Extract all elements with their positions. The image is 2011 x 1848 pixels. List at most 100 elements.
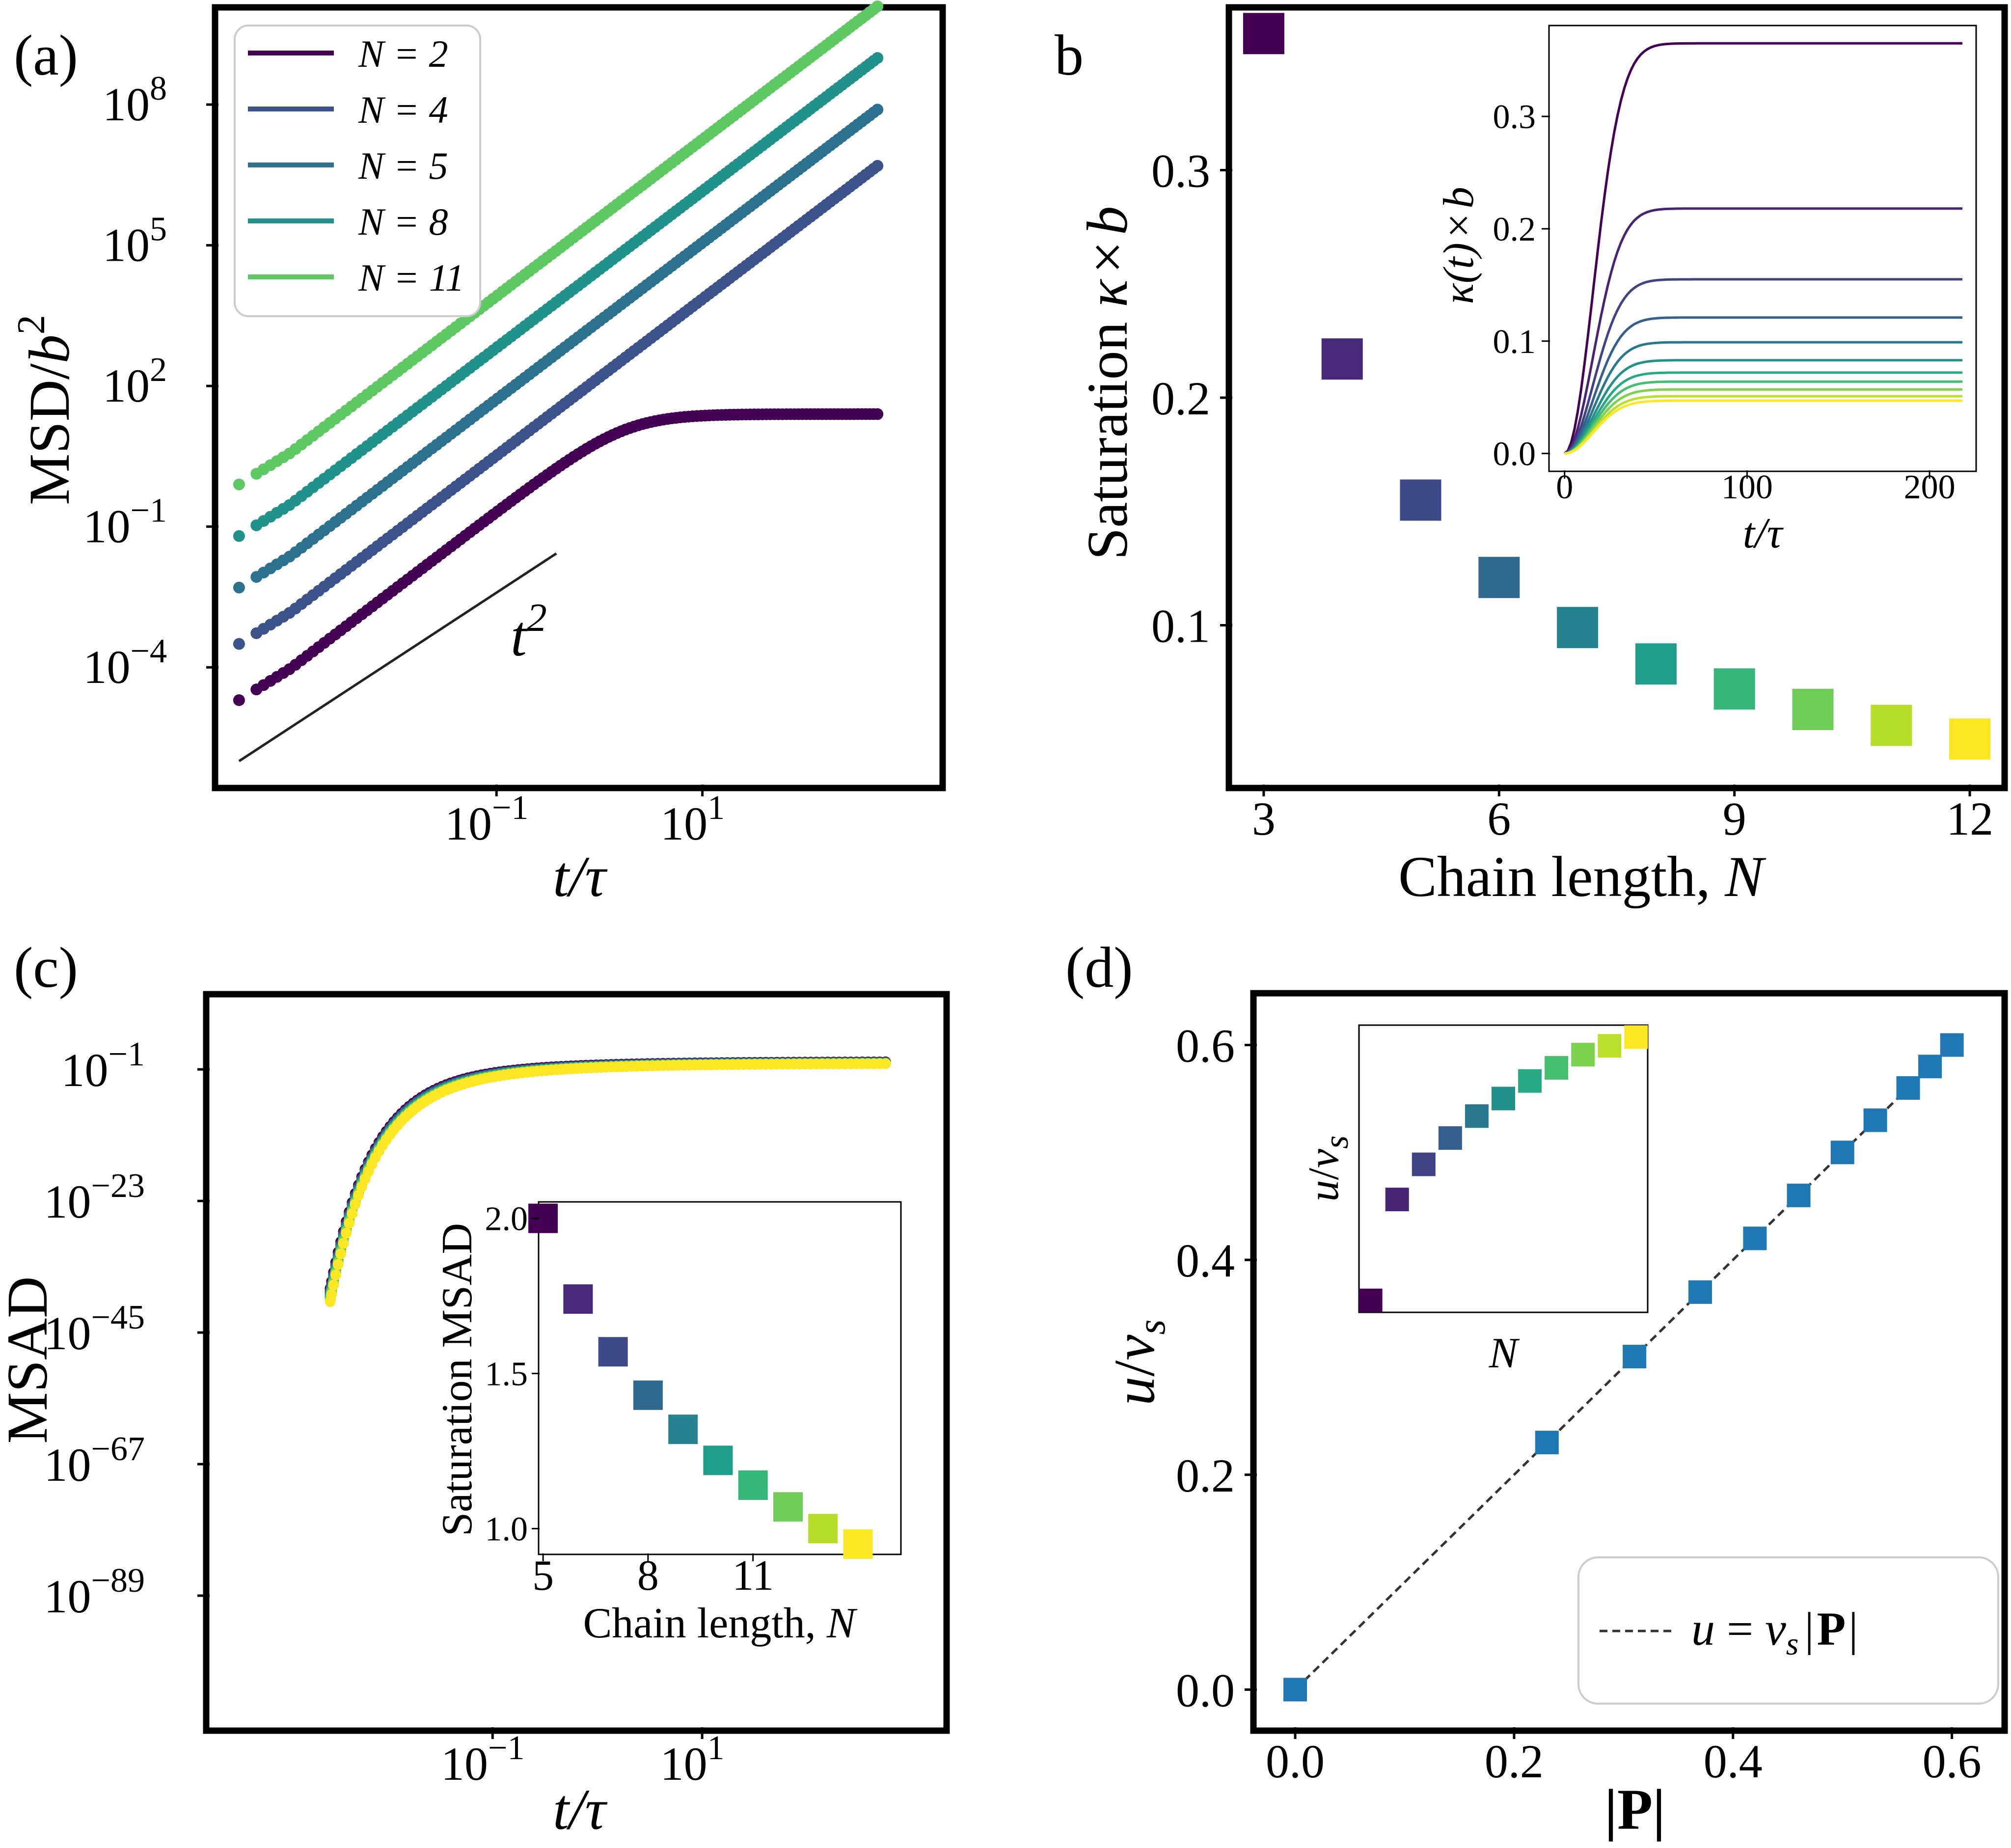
- panel-d-inset-point: [1518, 1069, 1542, 1093]
- panel-c-ytick-label: 10−67: [44, 1430, 145, 1491]
- panel-c-point: [353, 1190, 364, 1201]
- panel-d-legend-box: [1577, 1556, 1999, 1705]
- panel-d-point: [1743, 1226, 1767, 1250]
- panel-c-ylabel: MSAD: [0, 1277, 59, 1444]
- panel-b-inset-curve: [1564, 316, 1962, 455]
- panel-c-inset-point: [563, 1284, 593, 1314]
- panel-c-inset-point: [808, 1514, 838, 1544]
- panel-b-ticks: 3 6 9 12 0.1 0.2 0.3: [1151, 144, 1993, 845]
- panel-b-ytick-label: 0.3: [1151, 144, 1210, 197]
- panel-b-xlabel: Chain length, N: [1398, 844, 1766, 909]
- panel-b-inset-curve: [1564, 380, 1962, 455]
- panel-c-inset-xtick-label: 8: [637, 1552, 659, 1600]
- panel-a-point-N5: [871, 104, 884, 116]
- panel-c-point: [350, 1198, 361, 1210]
- panel-b-point: [1871, 705, 1912, 746]
- panel-b-inset-ytick-label: 0.1: [1493, 323, 1536, 361]
- panel-b-inset-ticks: 0 100 200 0.0 0.1 0.2 0.3: [1493, 98, 1956, 506]
- panel-b-ytick-label: 0.1: [1151, 600, 1210, 652]
- panel-c-inset-xtick-label: 11: [732, 1552, 774, 1600]
- panel-c-inset-point: [773, 1492, 803, 1522]
- panel-d-ytick-label: 0.0: [1176, 1664, 1235, 1716]
- panel-d-ylabel: u/vs: [1102, 1319, 1173, 1405]
- panel-c-point: [335, 1248, 346, 1259]
- panel-a-series-11: [233, 0, 884, 490]
- panel-d-legend-label: u = vs |P|: [1691, 1603, 1858, 1662]
- panel-a-series-2: [233, 408, 884, 707]
- panel-c-ytick-label: 10−45: [44, 1299, 145, 1359]
- panel-d-xtick-label: 0.4: [1704, 1735, 1763, 1788]
- panel-d-point: [1896, 1076, 1920, 1100]
- panel-c-ytick-label: 10−89: [44, 1562, 145, 1623]
- panel-c-point: [332, 1259, 344, 1270]
- panel-d: (d) 0.0 0.2 0.4 0.60.00.20.40.6 |P| u/vs N …: [1065, 935, 2008, 1842]
- panel-c-point: [330, 1269, 341, 1280]
- panel-d-inset-point: [1598, 1034, 1622, 1058]
- panel-b-point: [1400, 479, 1441, 521]
- panel-a-legend-label-N2: N = 2: [358, 32, 448, 75]
- panel-c-inset-point: [668, 1414, 698, 1444]
- panel-a-series-8: [233, 52, 884, 542]
- panel-d-inset-point: [1465, 1104, 1489, 1128]
- panel-b-xtick-label: 12: [1946, 792, 1993, 845]
- panel-b-inset-curve: [1564, 278, 1962, 455]
- panel-a-legend-label-N8: N = 8: [358, 200, 448, 243]
- panel-d-inset-marks: [1359, 1025, 1648, 1312]
- panel-d-inset-ylabel: u/vs: [1300, 1136, 1356, 1202]
- panel-a-series-5: [233, 104, 884, 594]
- panel-c-inset-frame: [538, 1201, 902, 1555]
- panel-a-reference-line: [238, 552, 557, 762]
- panel-b-inset-xtick-label: 100: [1721, 468, 1773, 506]
- panel-b-point: [1321, 338, 1363, 380]
- panel-c-point: [338, 1238, 349, 1249]
- panel-c-letter: (c): [14, 935, 78, 1000]
- panel-b-ytick-label: 0.2: [1151, 372, 1210, 425]
- panel-b-inset-marks: [1564, 42, 1962, 455]
- panel-c-ytick-label: 10−1: [61, 1035, 145, 1096]
- panel-d-letter: (d): [1065, 935, 1133, 1000]
- panel-d-inset-point: [1545, 1056, 1569, 1080]
- panel-b-xtick-label: 9: [1723, 792, 1746, 845]
- panel-d-marks: [1283, 1033, 1964, 1702]
- panel-a-letter: (a): [14, 23, 78, 87]
- panel-a-legend: N = 2 N = 4 N = 5 N = 8 N = 11: [234, 25, 481, 317]
- panel-d-inset-point: [1359, 1288, 1383, 1312]
- panel-a-ytick-label: 102: [103, 351, 167, 412]
- panel-a-legend-box: [234, 25, 481, 317]
- panel-b-inset-xlabel: t/τ: [1743, 510, 1784, 557]
- panel-b-inset-curve: [1564, 399, 1962, 455]
- panel-d-inset-point: [1385, 1188, 1409, 1212]
- panel-c-series: [325, 1058, 891, 1307]
- panel-a-marks: [233, 0, 884, 762]
- panel-a-xlabel: t/τ: [553, 844, 608, 909]
- panel-b-inset-curve: [1564, 341, 1962, 455]
- panel-d-ytick-label: 0.4: [1176, 1234, 1235, 1287]
- panel-a-point-N5: [233, 581, 245, 594]
- panel-d-point: [1863, 1108, 1887, 1132]
- panel-b-inset-curve: [1564, 388, 1962, 455]
- panel-b-point: [1713, 668, 1755, 710]
- panel-d-point: [1688, 1280, 1712, 1304]
- panel-d-point: [1623, 1345, 1647, 1369]
- panel-c-inset-ytick-label: 2.0: [485, 1200, 528, 1238]
- panel-a-ticks: 10−1 101 10−4 10−1 102 105 108: [83, 70, 725, 850]
- panel-b-point: [1557, 607, 1599, 649]
- panel-d-point: [1787, 1183, 1811, 1207]
- panel-d-xlabel: |P|: [1604, 1777, 1665, 1842]
- panel-a-point-N11: [871, 0, 884, 12]
- panel-d-xtick-label: 0.0: [1266, 1735, 1325, 1788]
- panel-c-xtick-label: 101: [660, 1729, 725, 1790]
- panel-c-point: [326, 1289, 337, 1300]
- panel-d-inset-point: [1412, 1152, 1436, 1176]
- panel-c-point: [328, 1279, 339, 1291]
- panel-d-xtick-label: 0.6: [1923, 1735, 1982, 1788]
- panel-c-ytick-label: 10−23: [44, 1167, 145, 1228]
- panel-a-legend-label-N11: N = 11: [358, 256, 464, 299]
- panel-b-inset-ytick-label: 0.0: [1493, 435, 1536, 473]
- panel-d-xtick-label: 0.2: [1485, 1735, 1544, 1788]
- panel-c-marks: [325, 1056, 891, 1307]
- panel-d-ytick-label: 0.2: [1176, 1449, 1235, 1502]
- panel-a-point-N2: [233, 694, 245, 707]
